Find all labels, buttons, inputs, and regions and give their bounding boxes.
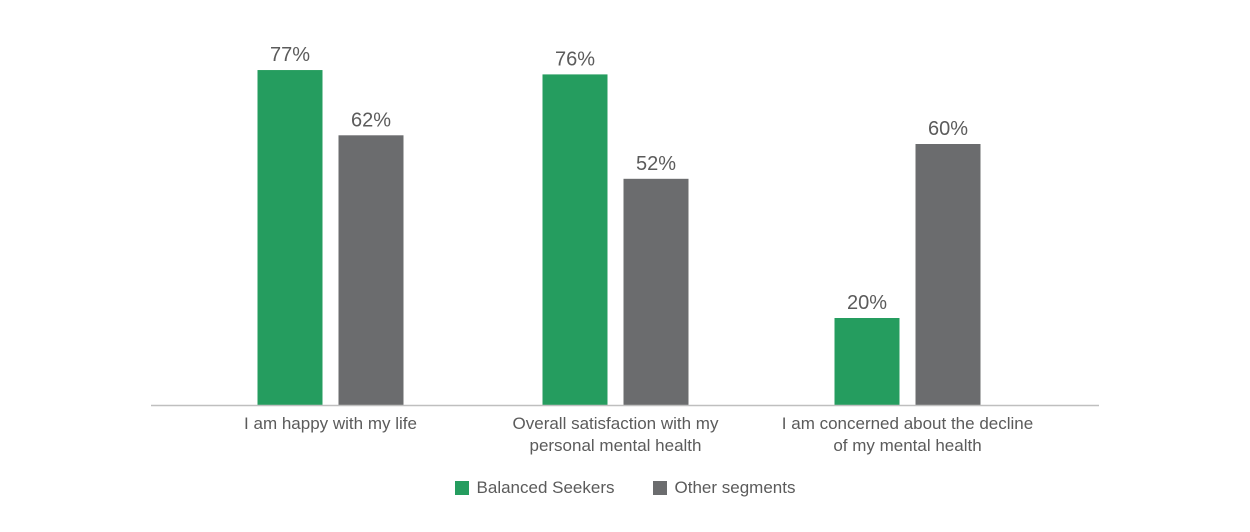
x-tick-label-1: I am happy with my life — [244, 414, 417, 433]
data-label-other-segments-3: 60% — [928, 118, 968, 140]
x-tick-label-2-line-2: personal mental health — [529, 436, 701, 455]
bar-other-segments-3 — [915, 144, 981, 405]
data-label-balanced-seekers-3: 20% — [847, 292, 887, 314]
bar-other-segments-2 — [623, 178, 689, 405]
legend: Balanced Seekers Other segments — [0, 474, 1250, 502]
bar-other-segments-1 — [338, 135, 404, 406]
data-label-other-segments-1: 62% — [351, 109, 391, 131]
legend-item-balanced-seekers: Balanced Seekers — [454, 478, 615, 498]
data-label-balanced-seekers-1: 77% — [270, 44, 310, 66]
x-tick-label-3-line-1: I am concerned about the decline — [782, 414, 1033, 433]
data-label-other-segments-2: 52% — [636, 153, 676, 175]
legend-swatch-other-segments — [652, 481, 667, 495]
bar-balanced-seekers-2 — [542, 74, 608, 406]
bar-balanced-seekers-3 — [834, 318, 900, 405]
data-label-balanced-seekers-2: 76% — [555, 48, 595, 70]
legend-swatch-balanced-seekers — [454, 481, 469, 495]
legend-label-balanced-seekers: Balanced Seekers — [476, 478, 615, 497]
x-tick-label-2-line-1: Overall satisfaction with my — [513, 414, 719, 433]
x-tick-label-3-line-2: of my mental health — [833, 436, 981, 455]
legend-label-other-segments: Other segments — [674, 478, 796, 497]
bar-balanced-seekers-1 — [257, 70, 323, 406]
legend-item-other-segments: Other segments — [652, 478, 796, 498]
